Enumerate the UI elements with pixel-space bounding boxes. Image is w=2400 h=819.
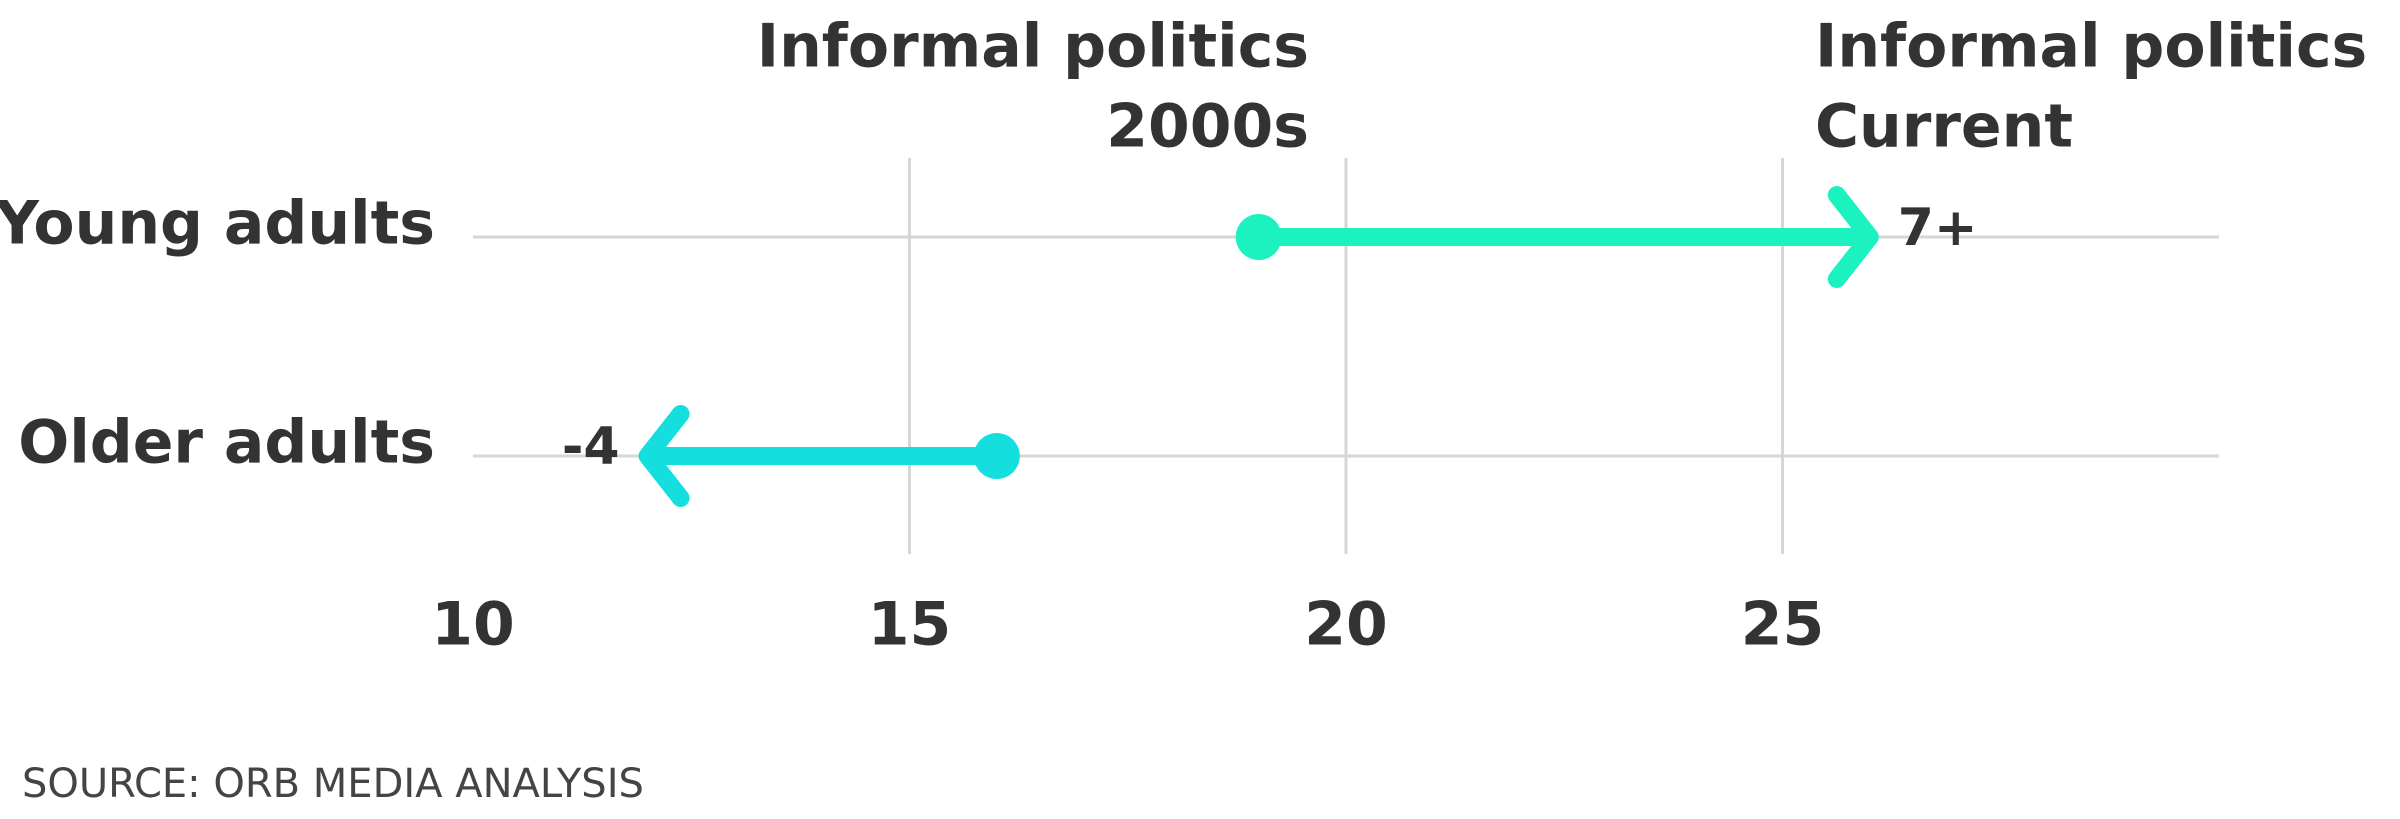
category-label: Older adults [18, 408, 435, 478]
x-tick-label: 15 [868, 590, 952, 660]
x-tick-label: 25 [1741, 590, 1825, 660]
x-tick-label: 20 [1304, 590, 1388, 660]
value-label: 7+ [1898, 198, 1978, 258]
source: SOURCE: ORB MEDIA ANALYSIS [22, 761, 644, 807]
start-dot [973, 433, 1020, 479]
arrow [1249, 186, 1879, 288]
x-tick-label: 10 [431, 590, 515, 660]
start-dot [1235, 214, 1282, 260]
start-header: 2000s [1106, 92, 1309, 162]
arrow [638, 405, 1006, 507]
start-header: Informal politics [757, 12, 1309, 82]
end-header: Current [1815, 92, 2073, 162]
value-label: -4 [562, 417, 620, 477]
category-label: Young adults [0, 189, 435, 259]
end-header: Informal politics [1815, 12, 2367, 82]
